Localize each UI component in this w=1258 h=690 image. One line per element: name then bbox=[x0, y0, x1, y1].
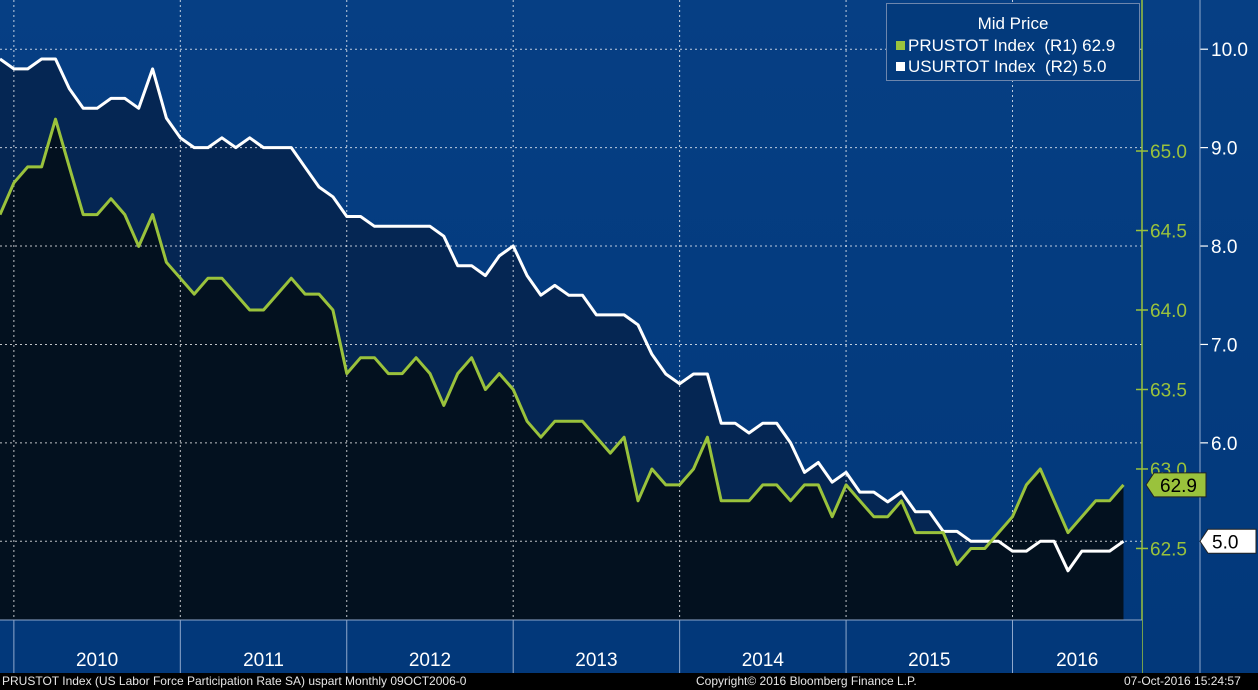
axis-r2-tick-label: 8.0 bbox=[1211, 237, 1237, 258]
x-tick-label: 2016 bbox=[1056, 650, 1098, 671]
legend-swatch-white bbox=[896, 62, 905, 71]
axis-r1-tick-label: 62.5 bbox=[1150, 539, 1187, 560]
axis-r1-tick-label: 63.5 bbox=[1150, 380, 1187, 401]
axis-r2-tick-label: 7.0 bbox=[1211, 335, 1237, 356]
legend-swatch-green bbox=[896, 41, 905, 50]
legend: Mid Price PRUSTOT Index (R1) 62.9 USURTO… bbox=[886, 3, 1140, 81]
axis-r2-tick-label: 9.0 bbox=[1211, 139, 1237, 160]
footer: PRUSTOT Index (US Labor Force Participat… bbox=[0, 673, 1258, 690]
footer-timestamp: 07-Oct-2016 15:24:57 bbox=[1124, 674, 1241, 688]
last-value-tag-prustot-label: 62.9 bbox=[1160, 476, 1197, 497]
x-tick-label: 2014 bbox=[742, 650, 785, 671]
axis-r1-tick-label: 64.0 bbox=[1150, 301, 1187, 322]
legend-item-usurtot: USURTOT Index (R2) 5.0 bbox=[896, 57, 1106, 77]
line-usurtot bbox=[0, 57, 1125, 573]
last-value-tag-usurtot-box bbox=[1199, 528, 1257, 554]
axis-r2-tick-label: 6.0 bbox=[1211, 434, 1237, 455]
axis-r1-tick-label: 64.5 bbox=[1150, 222, 1187, 243]
x-axis-band bbox=[0, 620, 1142, 673]
legend-item-prustot: PRUSTOT Index (R1) 62.9 bbox=[896, 36, 1115, 56]
axis-r1-tick-label: 65.0 bbox=[1150, 142, 1187, 163]
axis-r2-tick-label: 10.0 bbox=[1211, 40, 1248, 61]
x-tick-label: 2012 bbox=[409, 650, 451, 671]
x-tick-label: 2010 bbox=[76, 650, 118, 671]
legend-title: Mid Price bbox=[977, 14, 1049, 33]
last-value-tag-prustot-box bbox=[1145, 472, 1207, 498]
line-prustot bbox=[0, 117, 1125, 566]
footer-copyright: Copyright© 2016 Bloomberg Finance L.P. bbox=[696, 674, 917, 688]
x-tick-label: 2011 bbox=[243, 650, 284, 671]
legend-label-usurtot: USURTOT Index (R2) 5.0 bbox=[908, 57, 1107, 76]
footer-source: PRUSTOT Index (US Labor Force Participat… bbox=[2, 674, 467, 688]
legend-label-prustot: PRUSTOT Index (R1) 62.9 bbox=[908, 36, 1116, 55]
x-tick-label: 2015 bbox=[908, 650, 950, 671]
last-value-tag-usurtot-label: 5.0 bbox=[1212, 532, 1238, 553]
x-tick-label: 2013 bbox=[575, 650, 617, 671]
